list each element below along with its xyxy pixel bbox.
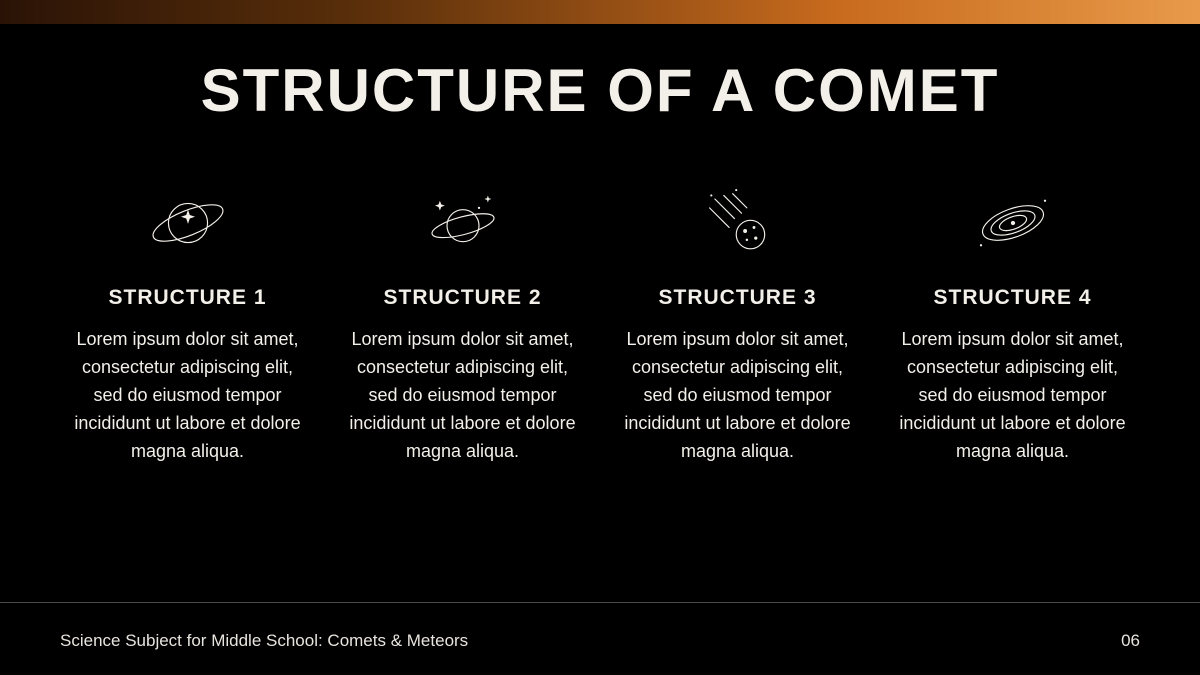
slide-title: STRUCTURE OF A COMET (0, 56, 1200, 125)
column-3-heading: STRUCTURE 3 (616, 286, 859, 310)
columns-container: STRUCTURE 1 Lorem ipsum dolor sit amet, … (60, 178, 1140, 465)
column-2-heading: STRUCTURE 2 (341, 286, 584, 310)
slide-footer: Science Subject for Middle School: Comet… (60, 631, 1140, 651)
column-4: STRUCTURE 4 Lorem ipsum dolor sit amet, … (885, 178, 1140, 465)
footer-divider (0, 602, 1200, 603)
column-3-body: Lorem ipsum dolor sit amet, consectetur … (616, 326, 859, 465)
column-3: STRUCTURE 3 Lorem ipsum dolor sit amet, … (610, 178, 865, 465)
footer-left-text: Science Subject for Middle School: Comet… (60, 631, 468, 651)
column-1-heading: STRUCTURE 1 (66, 286, 309, 310)
page-number: 06 (1121, 631, 1140, 651)
saturn-stars-icon (341, 178, 584, 268)
column-1-body: Lorem ipsum dolor sit amet, consectetur … (66, 326, 309, 465)
column-4-heading: STRUCTURE 4 (891, 286, 1134, 310)
column-1: STRUCTURE 1 Lorem ipsum dolor sit amet, … (60, 178, 315, 465)
planet-ring-sparkle-icon (66, 178, 309, 268)
column-2-body: Lorem ipsum dolor sit amet, consectetur … (341, 326, 584, 465)
column-2: STRUCTURE 2 Lorem ipsum dolor sit amet, … (335, 178, 590, 465)
spiral-galaxy-icon (891, 178, 1134, 268)
comet-trail-icon (616, 178, 859, 268)
column-4-body: Lorem ipsum dolor sit amet, consectetur … (891, 326, 1134, 465)
top-gradient-bar (0, 0, 1200, 24)
